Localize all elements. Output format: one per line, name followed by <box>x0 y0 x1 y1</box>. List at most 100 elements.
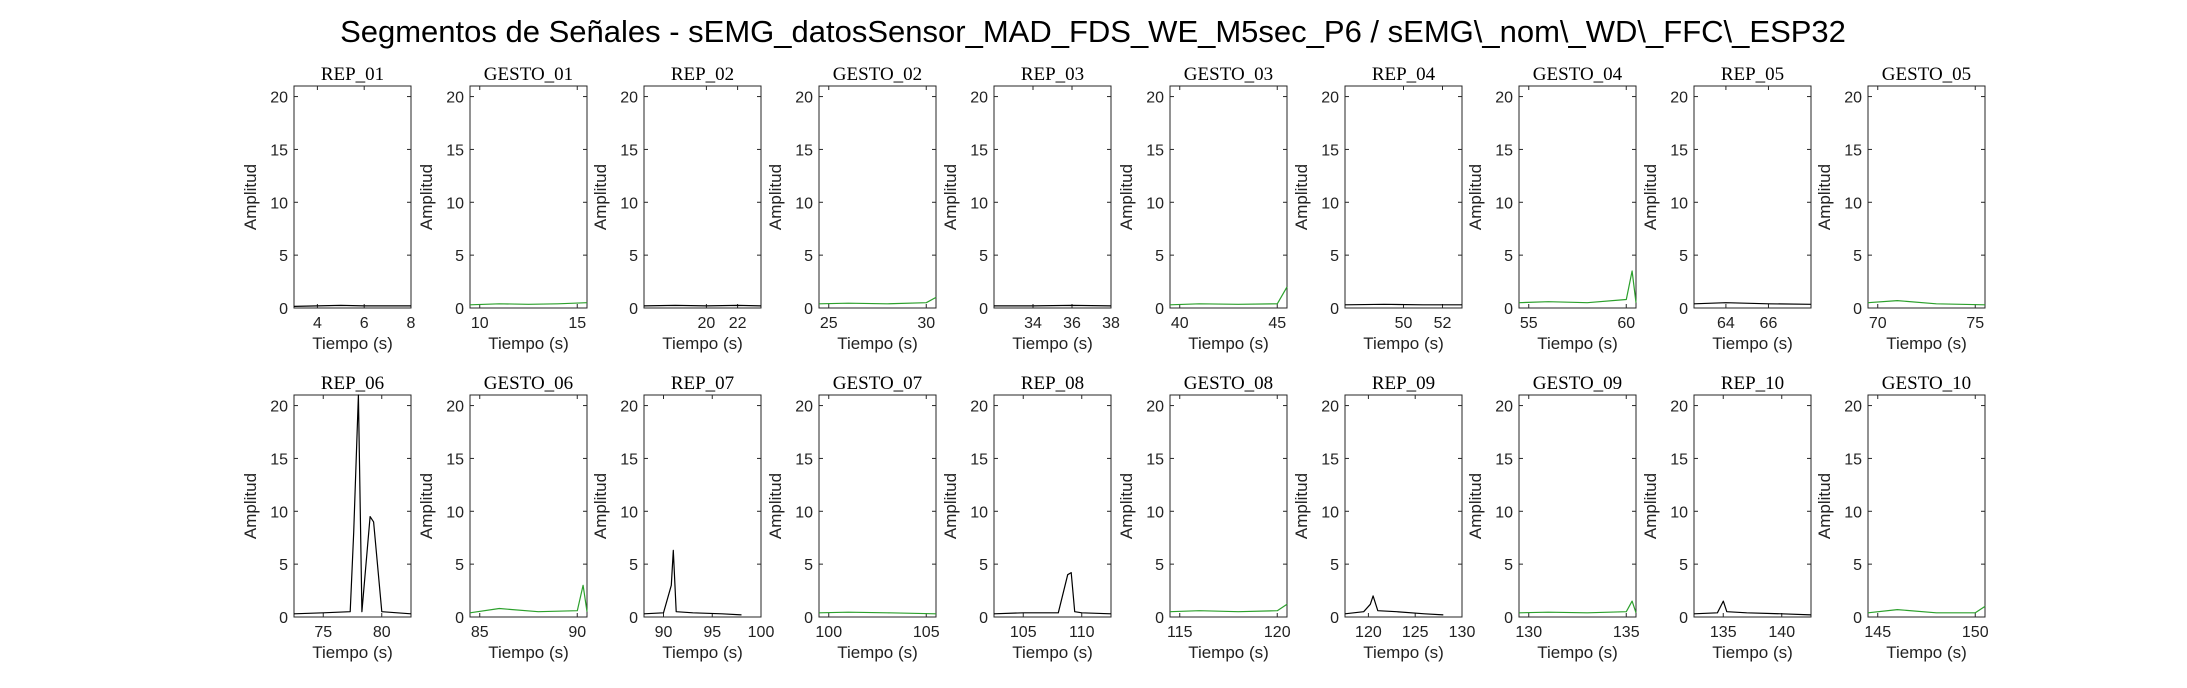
x-axis-label: Tiempo (s) <box>662 334 743 353</box>
y-tick-label: 15 <box>795 451 813 468</box>
axes-box <box>1344 85 1463 309</box>
y-tick-label: 5 <box>1504 248 1513 265</box>
y-tick-label: 20 <box>620 90 638 107</box>
subplot-title: GESTO_06 <box>484 373 573 394</box>
x-tick-label: 100 <box>815 624 842 641</box>
x-tick-label: 135 <box>1613 624 1640 641</box>
y-axis-label: Amplitud <box>766 164 785 230</box>
y-tick-label: 5 <box>1155 248 1164 265</box>
y-tick-label: 10 <box>970 195 988 212</box>
y-tick-label: 20 <box>1146 399 1164 416</box>
x-axis-label: Tiempo (s) <box>662 643 743 662</box>
y-tick-label: 5 <box>279 557 288 574</box>
x-tick-label: 85 <box>471 624 489 641</box>
y-tick-label: 0 <box>804 301 813 318</box>
x-axis-label: Tiempo (s) <box>1012 643 1093 662</box>
y-tick-label: 15 <box>446 142 464 159</box>
axes-box <box>1169 394 1288 618</box>
y-axis-label: Amplitud <box>1117 164 1136 230</box>
x-tick-label: 115 <box>1167 624 1193 641</box>
y-tick-label: 5 <box>979 557 988 574</box>
x-axis-label: Tiempo (s) <box>1537 334 1618 353</box>
subplot-title: REP_02 <box>671 64 734 85</box>
y-axis-label: Amplitud <box>591 164 610 230</box>
signal-line <box>1344 595 1444 616</box>
y-tick-label: 15 <box>620 142 638 159</box>
x-axis-label: Tiempo (s) <box>488 334 569 353</box>
subplot-title: GESTO_10 <box>1882 373 1971 394</box>
axes-box <box>1518 394 1637 618</box>
x-tick-label: 64 <box>1717 315 1735 332</box>
y-tick-label: 10 <box>1670 195 1688 212</box>
x-tick-label: 145 <box>1864 624 1891 641</box>
x-tick-label: 4 <box>313 315 322 332</box>
axes-box <box>643 85 762 309</box>
x-axis-label: Tiempo (s) <box>1886 643 1967 662</box>
x-tick-label: 20 <box>698 315 716 332</box>
y-tick-label: 15 <box>795 142 813 159</box>
y-tick-label: 20 <box>970 90 988 107</box>
x-tick-label: 120 <box>1264 624 1291 641</box>
subplot-title: REP_03 <box>1021 64 1084 85</box>
axes-box <box>1169 85 1288 309</box>
axes-box <box>1693 394 1812 618</box>
y-tick-label: 15 <box>970 451 988 468</box>
y-tick-label: 0 <box>455 610 464 627</box>
x-tick-label: 22 <box>729 315 747 332</box>
y-tick-label: 10 <box>795 504 813 521</box>
y-tick-label: 0 <box>979 301 988 318</box>
x-axis-label: Tiempo (s) <box>1537 643 1618 662</box>
y-tick-label: 15 <box>270 451 288 468</box>
subplot-title: GESTO_09 <box>1533 373 1622 394</box>
y-tick-label: 10 <box>1670 504 1688 521</box>
x-axis-label: Tiempo (s) <box>1712 334 1793 353</box>
signal-line <box>994 304 1112 307</box>
y-axis-label: Amplitud <box>1292 473 1311 539</box>
y-tick-label: 5 <box>455 557 464 574</box>
y-tick-label: 0 <box>1853 610 1862 627</box>
y-tick-label: 20 <box>1844 90 1862 107</box>
y-tick-label: 10 <box>270 195 288 212</box>
x-tick-label: 90 <box>655 624 673 641</box>
x-tick-label: 130 <box>1515 624 1542 641</box>
y-tick-label: 5 <box>1330 248 1339 265</box>
y-axis-label: Amplitud <box>591 473 610 539</box>
subplot-15: 0 5 10 15 20 105 110 REP_08 Tiempo (s) Amplitud <box>941 373 1112 662</box>
y-tick-label: 0 <box>1330 301 1339 318</box>
y-tick-label: 0 <box>1155 610 1164 627</box>
subplot-02: 0 5 10 15 20 10 15 GESTO_01 Tiempo (s) Amplitud <box>417 64 588 353</box>
x-tick-label: 135 <box>1710 624 1737 641</box>
y-tick-label: 15 <box>270 142 288 159</box>
x-axis-label: Tiempo (s) <box>1712 643 1793 662</box>
x-axis-label: Tiempo (s) <box>488 643 569 662</box>
y-tick-label: 10 <box>270 504 288 521</box>
y-tick-label: 20 <box>795 90 813 107</box>
y-tick-label: 10 <box>1844 195 1862 212</box>
y-tick-label: 10 <box>795 195 813 212</box>
signal-line <box>818 611 937 615</box>
subplot-title: REP_10 <box>1721 373 1784 394</box>
y-tick-label: 15 <box>1146 142 1164 159</box>
y-tick-label: 0 <box>979 610 988 627</box>
x-axis-label: Tiempo (s) <box>1363 643 1444 662</box>
x-tick-label: 60 <box>1617 315 1635 332</box>
y-tick-label: 20 <box>620 399 638 416</box>
x-tick-label: 100 <box>748 624 775 641</box>
x-tick-label: 150 <box>1962 624 1989 641</box>
subplot-10: 0 5 10 15 20 70 75 GESTO_05 Tiempo (s) Amplitud <box>1815 64 1986 353</box>
y-tick-label: 10 <box>620 195 638 212</box>
y-tick-label: 0 <box>279 301 288 318</box>
figure-title: Segmentos de Señales - sEMG_datosSensor_… <box>340 14 1846 49</box>
y-tick-label: 20 <box>1844 399 1862 416</box>
x-tick-label: 30 <box>917 315 935 332</box>
y-tick-label: 5 <box>1155 557 1164 574</box>
y-tick-label: 5 <box>804 248 813 265</box>
y-axis-label: Amplitud <box>1292 164 1311 230</box>
y-tick-label: 15 <box>1321 451 1339 468</box>
y-tick-label: 20 <box>270 90 288 107</box>
y-tick-label: 15 <box>1495 142 1513 159</box>
subplot-title: GESTO_03 <box>1184 64 1273 85</box>
subplot-title: REP_07 <box>671 373 734 394</box>
subplot-grid: 0 5 10 15 20 4 6 8 REP_01 Tiempo (s) Amplitud 0 5 10 1… <box>241 64 1989 662</box>
